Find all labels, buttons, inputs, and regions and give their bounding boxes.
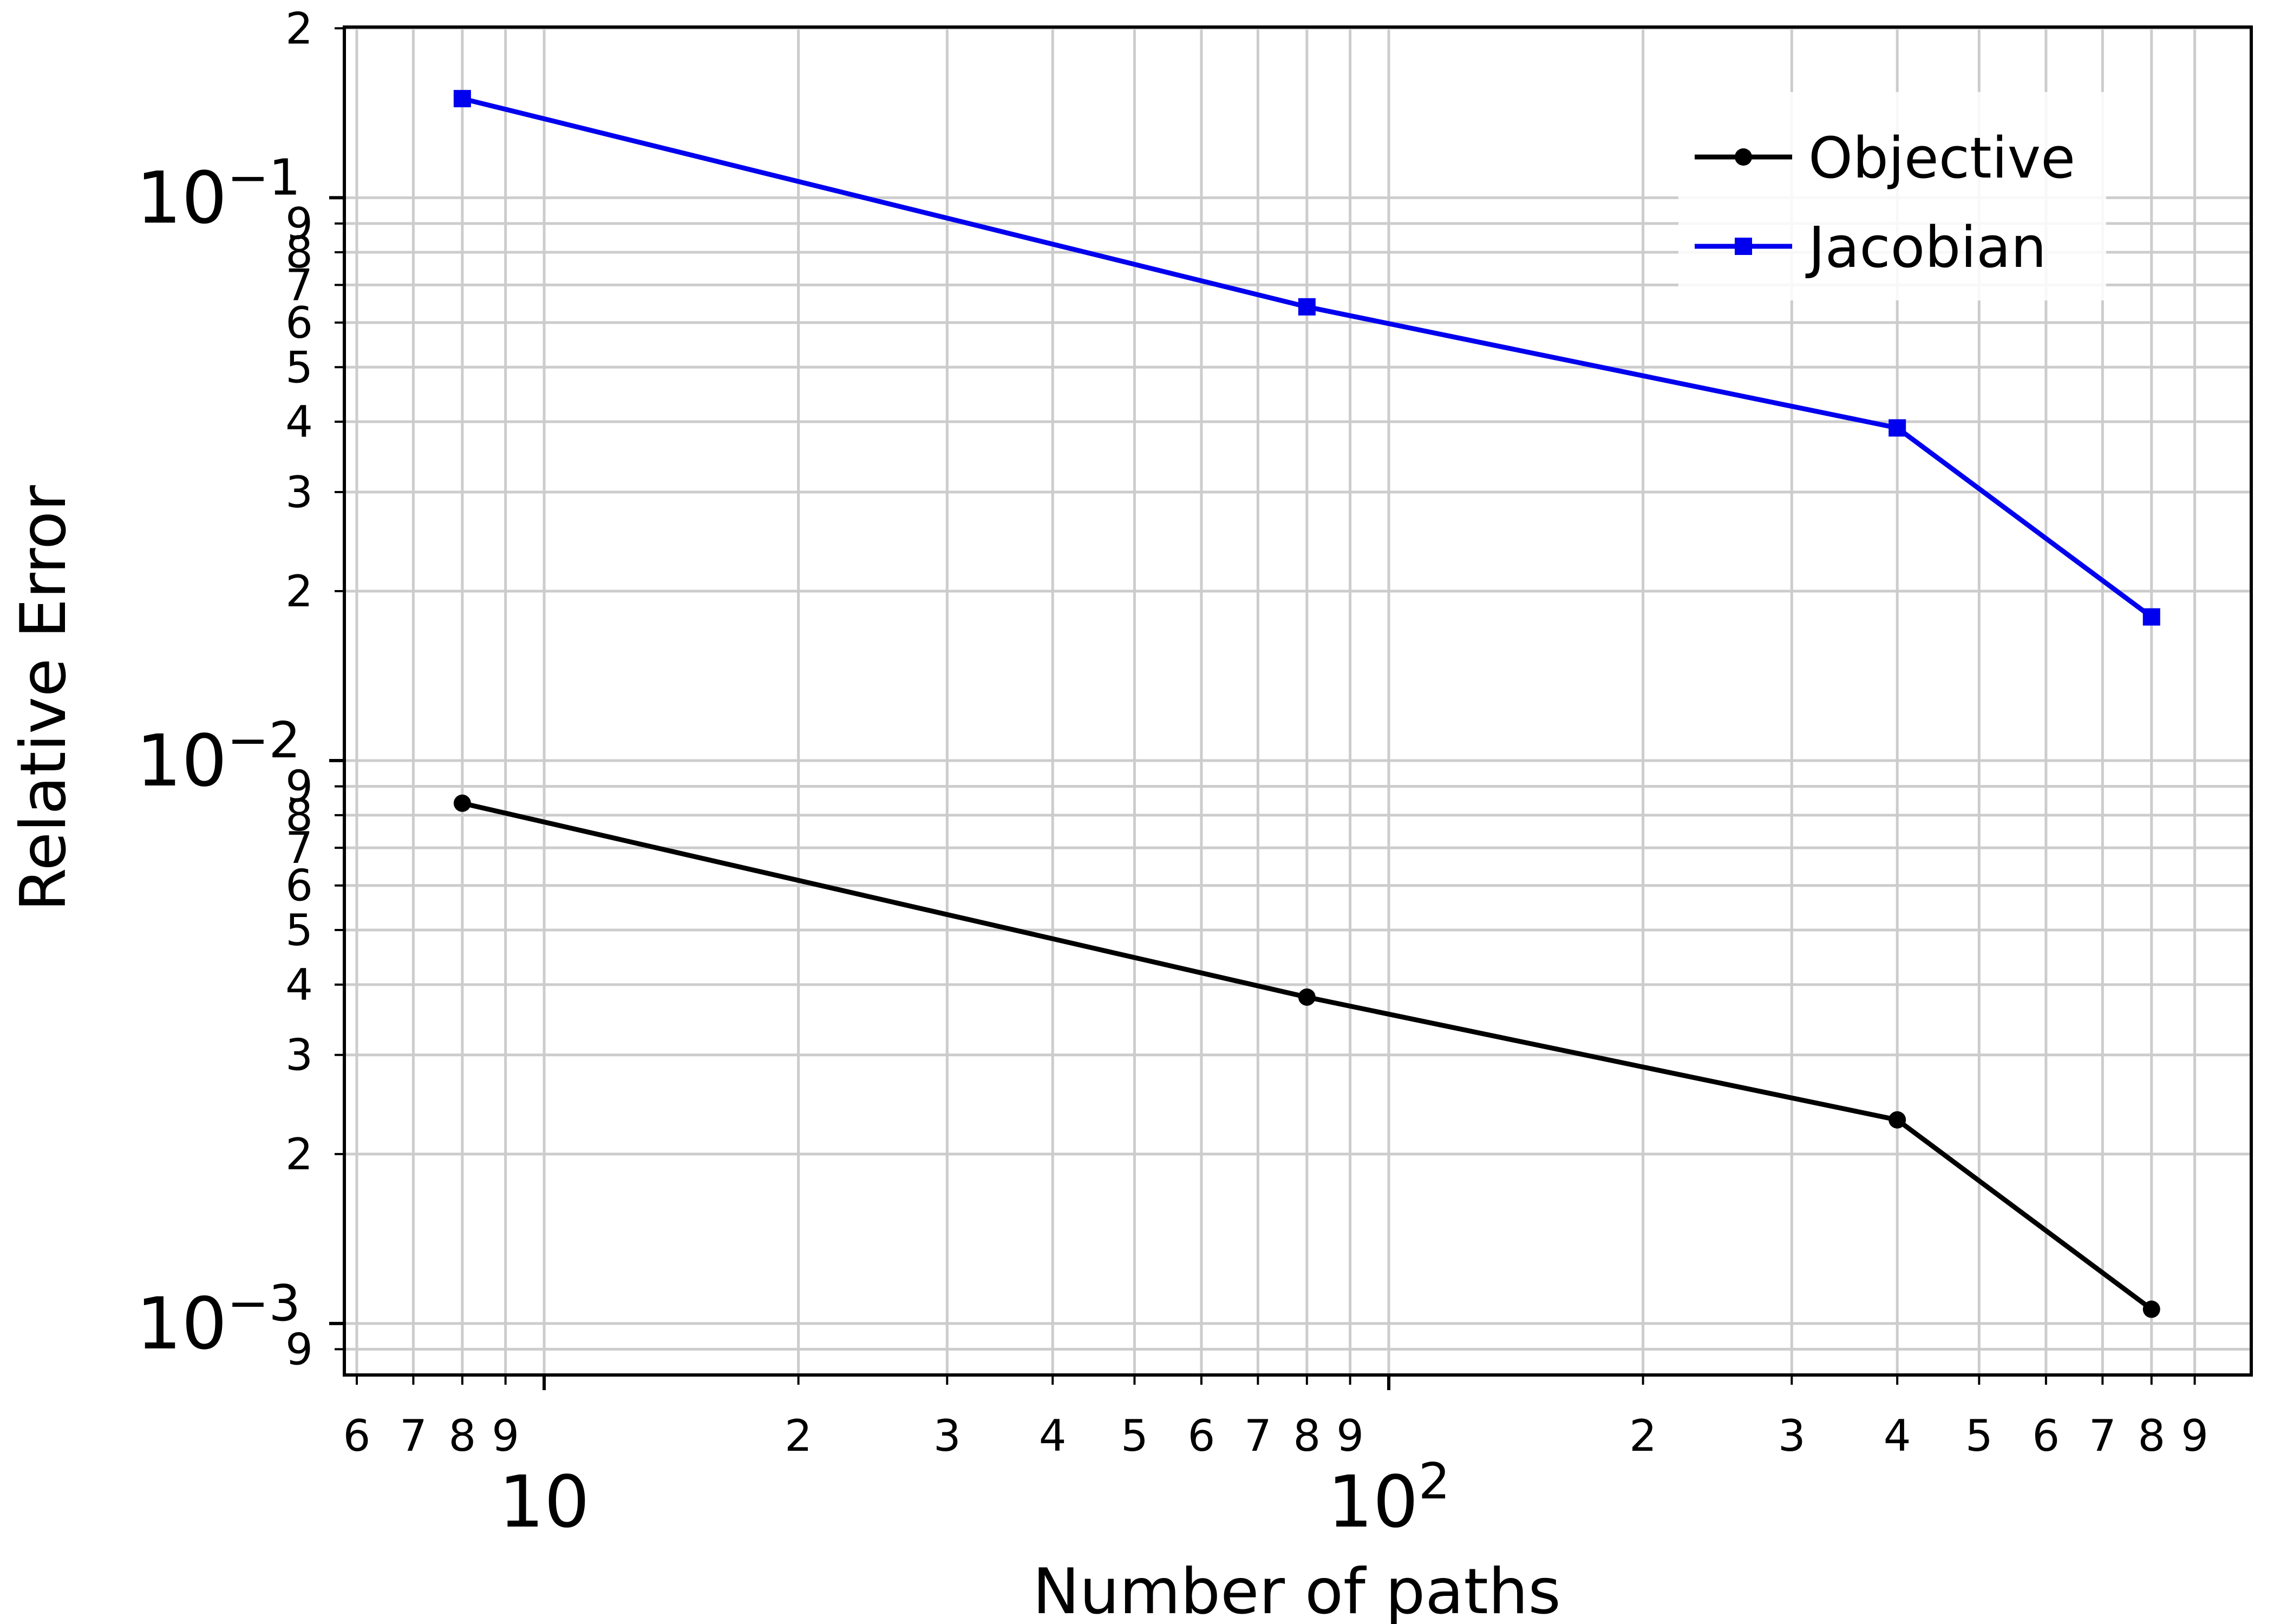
x-tick-label-minor: 5 <box>1965 1411 1993 1461</box>
jacobian-point <box>2142 608 2160 626</box>
objective-point <box>1889 1111 1906 1129</box>
x-tick-label-minor: 9 <box>492 1411 519 1461</box>
plot-frame <box>343 25 2253 1377</box>
x-tick-label-minor: 3 <box>933 1411 961 1461</box>
y-tick-label-minor: 7 <box>285 823 313 873</box>
jacobian-series-line <box>461 96 2153 619</box>
y-tick-label-minor: 4 <box>285 960 313 1010</box>
ticks <box>329 27 2196 1390</box>
objective-series-line <box>461 801 2153 1312</box>
y-tick-label-minor: 4 <box>285 397 313 447</box>
legend-marker-jacobian <box>1735 238 1752 255</box>
legend-label-jacobian: Jacobian <box>1805 214 2047 280</box>
y-tick-label-major: 10−2 <box>136 711 300 803</box>
x-tick-label-minor: 4 <box>1884 1411 1911 1461</box>
x-tick-label-minor: 4 <box>1039 1411 1067 1461</box>
y-tick-label-minor: 6 <box>285 298 313 348</box>
y-tick-label-minor: 2 <box>285 1129 313 1180</box>
x-tick-label-minor: 2 <box>1629 1411 1657 1461</box>
y-tick-label-minor: 8 <box>285 790 313 841</box>
y-tick-label-minor: 9 <box>285 762 313 812</box>
y-tick-label-minor: 7 <box>285 260 313 310</box>
legend-box <box>1678 92 2106 300</box>
x-tick-label-minor: 7 <box>2089 1411 2116 1461</box>
y-tick-label-minor: 5 <box>285 905 313 955</box>
y-tick-label-minor: 6 <box>285 861 313 911</box>
legend-marker-objective <box>1735 148 1752 166</box>
y-tick-label-minor: 2 <box>285 566 313 617</box>
x-tick-label-minor: 6 <box>2032 1411 2060 1461</box>
y-tick-label-minor: 3 <box>285 467 313 518</box>
jacobian-point <box>453 90 471 108</box>
x-axis-title: Number of paths <box>1033 1555 1561 1624</box>
x-tick-label-minor: 8 <box>1293 1411 1321 1461</box>
x-tick-label-minor: 6 <box>343 1411 371 1461</box>
x-tick-label-minor: 8 <box>448 1411 476 1461</box>
x-tick-label-minor: 9 <box>2181 1411 2208 1461</box>
y-tick-label-major: 10−3 <box>136 1274 300 1366</box>
x-tick-label-minor: 6 <box>1187 1411 1215 1461</box>
y-tick-label-minor: 5 <box>285 342 313 392</box>
x-tick-label-major: 102 <box>1328 1452 1450 1544</box>
y-axis-title: Relative Error <box>7 485 80 912</box>
x-tick-label-minor: 3 <box>1778 1411 1806 1461</box>
objective-point <box>2142 1300 2160 1318</box>
x-tick-label-minor: 7 <box>1244 1411 1272 1461</box>
series-layer <box>453 90 2160 1318</box>
x-tick-label-minor: 9 <box>1336 1411 1364 1461</box>
y-tick-label-minor: 9 <box>285 199 313 249</box>
x-tick-label-minor: 7 <box>400 1411 427 1461</box>
legend-label-objective: Objective <box>1808 125 2075 191</box>
y-tick-label-major: 10−1 <box>136 148 300 240</box>
y-tick-label-minor: 3 <box>285 1030 313 1081</box>
jacobian-point <box>1298 298 1316 316</box>
x-tick-label-minor: 8 <box>2138 1411 2165 1461</box>
y-tick-label-minor: 2 <box>285 3 313 54</box>
objective-point <box>1298 988 1316 1006</box>
x-tick-label-minor: 5 <box>1121 1411 1148 1461</box>
objective-point <box>453 794 471 812</box>
jacobian-point <box>1889 419 1906 437</box>
x-tick-label-minor: 2 <box>785 1411 812 1461</box>
legend: Objective Jacobian <box>1678 92 2106 300</box>
y-tick-label-minor: 8 <box>285 227 313 278</box>
y-tick-label-minor: 9 <box>285 1324 313 1374</box>
x-tick-label-major: 10 <box>499 1461 590 1544</box>
